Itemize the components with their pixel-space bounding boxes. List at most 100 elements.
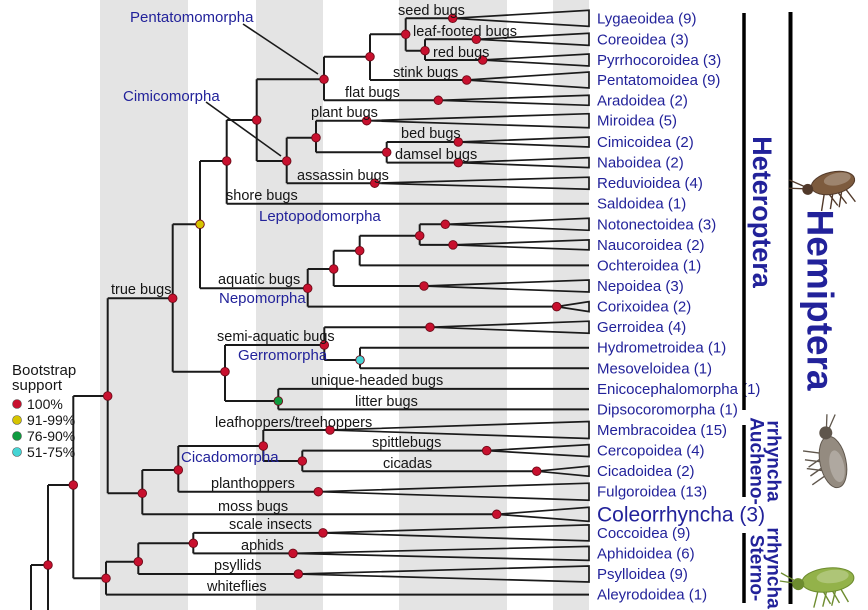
clade-apex-dot	[419, 281, 429, 291]
collapsed-clade-triangle	[466, 71, 590, 89]
collapsed-clade-triangle	[458, 136, 590, 148]
clade-pointer-line	[205, 101, 282, 157]
legend-title: support	[12, 377, 63, 394]
tip-label: Naucoroidea (2)	[597, 237, 705, 254]
auchenorrhyncha-bug-photo-part	[827, 414, 836, 431]
branch-label: litter bugs	[355, 394, 418, 410]
support-node-dot	[137, 488, 148, 499]
support-node-dot	[365, 51, 375, 62]
tip-label: Cercopoidea (4)	[597, 443, 705, 460]
collapsed-clade-triangle	[292, 545, 590, 562]
branch-label: seed bugs	[398, 3, 465, 19]
support-node-dot	[281, 156, 292, 166]
hemiptera-label: Hemiptera	[800, 210, 841, 391]
sternorrhyncha-bug-photo-part	[816, 569, 849, 584]
clade-apex-dot	[531, 466, 542, 476]
heteroptera-bug-photo-part	[789, 187, 806, 190]
tip-label: Cimicoidea (2)	[597, 134, 694, 151]
support-node-dot	[195, 219, 205, 230]
clade-apex-dot	[318, 528, 328, 538]
branch-label: aphids	[241, 538, 284, 554]
support-node-dot	[188, 538, 199, 549]
support-node-dot	[102, 391, 113, 401]
clade-apex-dot	[481, 445, 492, 456]
tip-label: Pentatomoidea (9)	[597, 72, 720, 89]
sternorrhyncha-label-line2: rrhyncha	[763, 527, 784, 609]
legend-item-label: 91-99%	[27, 412, 75, 428]
tip-label: Lygaeoidea (9)	[597, 10, 697, 27]
collapsed-clade-triangle	[445, 217, 590, 232]
collapsed-clade-triangle	[429, 320, 590, 335]
support-node-dot	[68, 480, 79, 490]
heteroptera-bug-photo	[789, 170, 856, 212]
support-node-dot	[251, 115, 262, 125]
tip-label: Aphidoidea (6)	[597, 545, 695, 562]
branch-label: leafhoppers/treehoppers	[215, 415, 372, 431]
legend-dot	[12, 399, 22, 409]
legend-dot	[12, 447, 22, 457]
support-node-dot	[221, 156, 232, 166]
tip-label: Psylloidea (9)	[597, 566, 688, 583]
branch-label: leaf-footed bugs	[413, 24, 517, 40]
tip-label: Aleyrodoidea (1)	[597, 587, 707, 604]
collapsed-clade-triangle	[556, 300, 590, 313]
support-node-dot	[302, 283, 313, 294]
legend-item-label: 100%	[27, 396, 63, 412]
tip-label: Hydrometroidea (1)	[597, 340, 726, 357]
tip-label: Notonectoidea (3)	[597, 216, 716, 233]
background-stripe	[399, 0, 507, 610]
branch-label: psyllids	[214, 558, 262, 574]
clade-apex-dot	[453, 157, 464, 168]
support-node-dot	[414, 230, 425, 241]
collapsed-clade-triangle	[438, 94, 590, 107]
tip-label: Aradoidea (2)	[597, 92, 688, 109]
legend-dot	[12, 431, 22, 441]
sternorrhyncha-bug-photo-part	[779, 580, 797, 584]
support-node-dot	[258, 441, 269, 451]
support-node-dot	[311, 132, 321, 143]
clade-label: Leptopodomorpha	[259, 208, 381, 225]
clade-apex-dot	[325, 425, 335, 435]
collapsed-clade-triangle	[374, 176, 590, 191]
support-node-dot	[381, 147, 392, 158]
tip-label: Ochteroidea (1)	[597, 257, 701, 274]
tip-label: Fulgoroidea (13)	[597, 484, 707, 501]
branch-label: plant bugs	[311, 105, 378, 121]
tip-label: Naboidea (2)	[597, 155, 684, 172]
auchenorrhyncha-label-line1: Aucheno-	[746, 417, 767, 505]
collapsed-clade-triangle	[536, 465, 590, 478]
legend-title: Bootstrap	[12, 362, 76, 379]
branch-label: spittlebugs	[372, 435, 441, 451]
legend-item-label: 76-90%	[27, 428, 75, 444]
support-node-dot	[101, 573, 111, 584]
support-node-dot	[319, 340, 330, 350]
clade-label: Gerromorpha	[238, 347, 328, 364]
legend-dot	[12, 415, 22, 425]
branch-label: flat bugs	[345, 85, 400, 101]
branch-label: aquatic bugs	[218, 272, 300, 288]
collapsed-clade-triangle	[452, 239, 590, 251]
tip-label: Reduvioidea (4)	[597, 175, 703, 192]
branch-label: shore bugs	[226, 188, 298, 204]
branch-label: unique-headed bugs	[311, 373, 443, 389]
clade-label: Cicadomorpha	[181, 449, 279, 466]
clade-apex-dot	[477, 55, 488, 65]
collapsed-clade-triangle	[496, 506, 590, 523]
tip-label: Mesoveloidea (1)	[597, 360, 712, 377]
branch-label: bed bugs	[401, 126, 461, 142]
clade-apex-dot	[288, 548, 298, 559]
collapsed-clade-triangle	[322, 524, 590, 542]
tip-label: Membracoidea (15)	[597, 422, 727, 439]
collapsed-clade-triangle	[423, 279, 590, 293]
clade-apex-dot	[448, 240, 458, 250]
branch-label: moss bugs	[218, 499, 288, 515]
collapsed-clade-triangle	[482, 53, 590, 67]
clade-apex-dot	[425, 322, 435, 332]
branch-label: assassin bugs	[297, 168, 389, 184]
heteroptera-label: Heteroptera	[747, 136, 777, 289]
collapsed-clade-triangle	[458, 156, 590, 169]
clade-label: Nepomorpha	[219, 290, 306, 307]
support-node-dot	[354, 245, 365, 256]
